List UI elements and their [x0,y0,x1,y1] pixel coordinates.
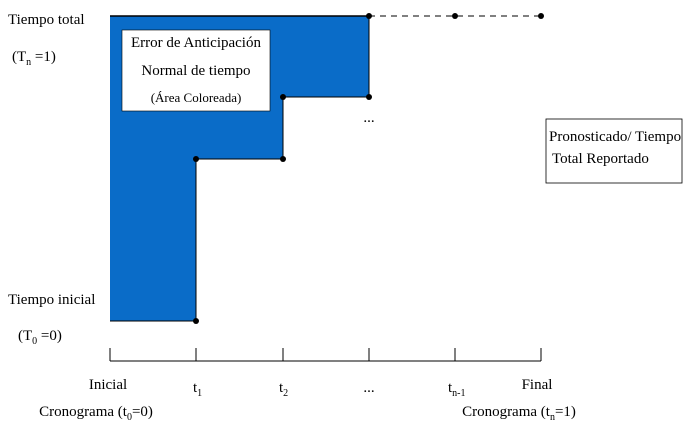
mid-ellipsis: ... [363,110,374,126]
legend-box [545,118,683,184]
initial-time-condition: (T0 =0) [18,328,62,347]
point [366,94,372,100]
total-time-label: Tiempo total [8,12,85,28]
annotation-line-2: Normal de tiempo [141,63,250,79]
point [193,156,199,162]
axis-t1: t1 [193,380,202,399]
step-points [193,13,544,324]
point [538,13,544,19]
axis-dots: ... [363,380,374,396]
point [452,13,458,19]
axis-end-line-2: Cronograma (tn=1) [462,404,576,423]
point [366,13,372,19]
x-axis-ticks [109,348,542,361]
annotation-box [121,29,271,112]
total-time-condition: (Tn =1) [12,49,56,68]
annotation-line-3: (Área Coloreada) [151,90,242,105]
annotation-line-1: Error de Anticipación [131,35,261,51]
legend-line-1: Pronosticado/ Tiempo [549,129,681,145]
axis-start-line-2: Cronograma (t0=0) [39,404,153,423]
legend-line-2: Total Reportado [552,151,649,167]
axis-t2: t2 [279,380,288,399]
point [280,156,286,162]
axis-tn1: tn-1 [448,380,466,399]
point [193,318,199,324]
initial-time-label: Tiempo inicial [8,292,95,308]
point [280,94,286,100]
axis-start-line-1: Inicial [89,377,127,393]
axis-end-line-1: Final [522,377,553,393]
